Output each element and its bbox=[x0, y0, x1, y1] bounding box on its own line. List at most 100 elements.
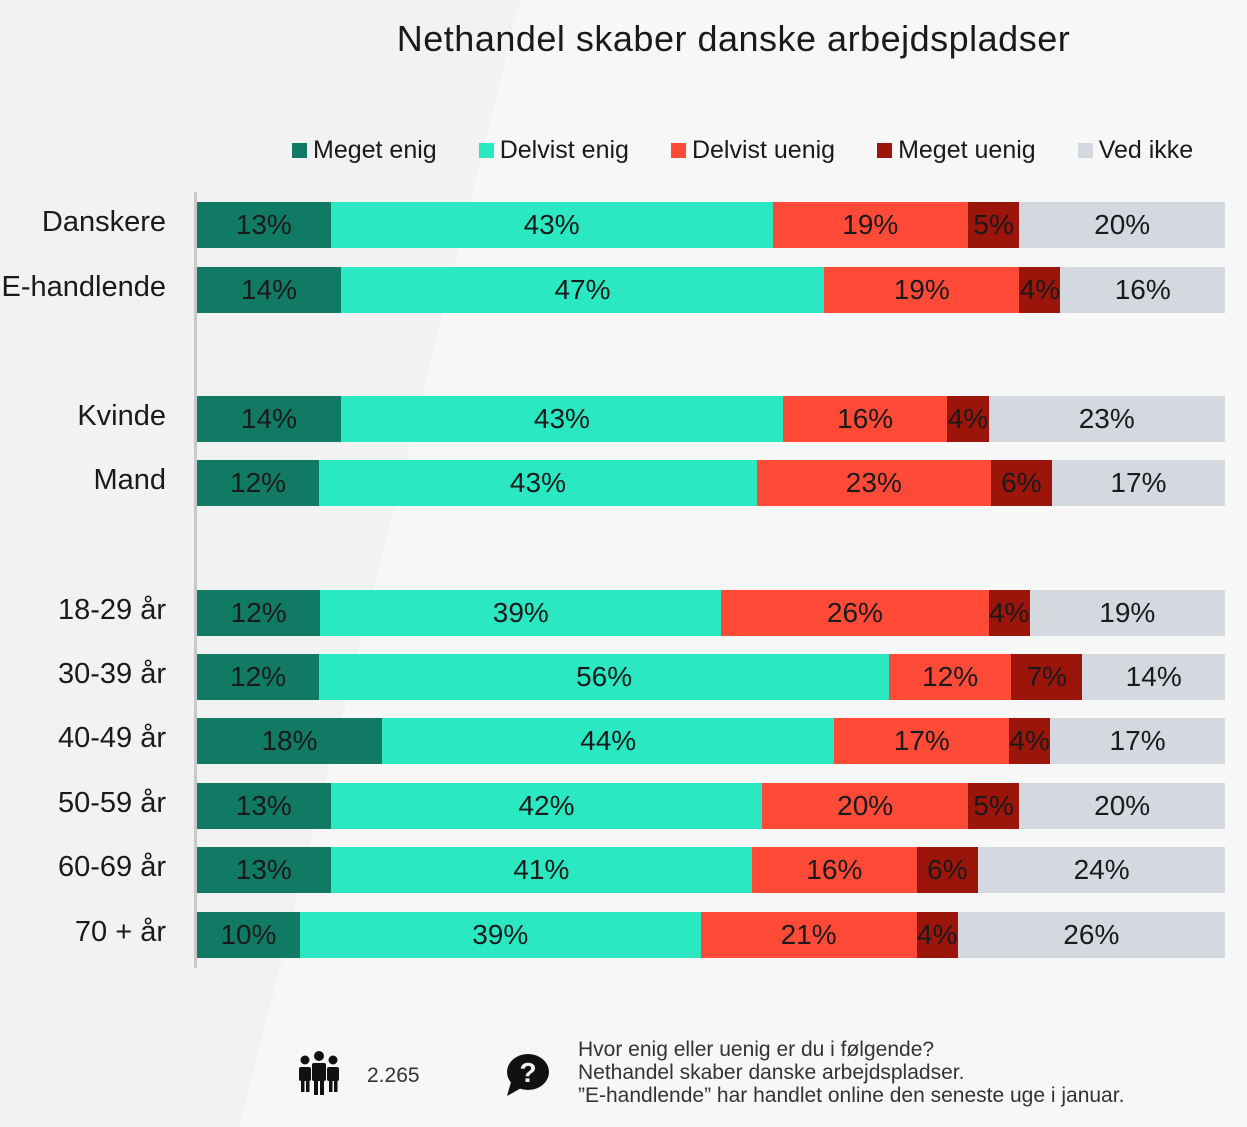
bar-segment: 5% bbox=[967, 783, 1020, 829]
bar-segment: 41% bbox=[330, 847, 753, 893]
data-label: 24% bbox=[1073, 854, 1130, 885]
bar-segment: 19% bbox=[1029, 590, 1225, 636]
bar-segment: 39% bbox=[299, 912, 701, 958]
data-label: 20% bbox=[1094, 209, 1151, 240]
bar-segment: 7% bbox=[1011, 654, 1083, 700]
bar-segment: 16% bbox=[752, 847, 917, 893]
question-line-3: ”E-handlende” har handlet online den sen… bbox=[578, 1084, 1125, 1107]
data-label: 14% bbox=[1125, 661, 1182, 692]
bar-segment: 14% bbox=[197, 396, 341, 442]
legend-label: Delvist uenig bbox=[691, 135, 836, 164]
data-label: 26% bbox=[826, 597, 883, 628]
legend-label: Meget uenig bbox=[898, 135, 1036, 164]
bar-segment: 13% bbox=[197, 847, 331, 893]
data-label: 6% bbox=[927, 854, 968, 885]
question-text: Hvor enig eller uenig er du i følgende? … bbox=[578, 1038, 1124, 1107]
bar-segment: 17% bbox=[1050, 718, 1225, 764]
bar-segment: 26% bbox=[721, 590, 989, 636]
bar-segment: 56% bbox=[319, 654, 890, 700]
bar-segment: 23% bbox=[756, 460, 991, 506]
data-label: 17% bbox=[1109, 725, 1166, 756]
bar-segment: 4% bbox=[947, 396, 989, 442]
data-label: 39% bbox=[472, 919, 529, 950]
bar-segment: 13% bbox=[197, 202, 331, 248]
category-label: Danskere bbox=[41, 206, 166, 238]
data-label: 4% bbox=[1019, 274, 1061, 305]
bar-segment: 12% bbox=[197, 590, 321, 636]
stacked-bar-row: 10% 39% 21% 4% 26% bbox=[197, 912, 1225, 958]
bar-segment: 16% bbox=[782, 396, 948, 442]
data-label: 4% bbox=[916, 919, 958, 950]
data-label: 4% bbox=[1009, 725, 1050, 756]
category-label: 18-29 år bbox=[57, 594, 166, 626]
bar-segment: 5% bbox=[967, 202, 1020, 248]
category-label: 40-49 år bbox=[57, 722, 166, 754]
data-label: 16% bbox=[1114, 274, 1171, 305]
data-label: 47% bbox=[554, 274, 611, 305]
data-label: 6% bbox=[1001, 467, 1042, 498]
legend-label: Delvist enig bbox=[499, 135, 629, 164]
bar-segment: 20% bbox=[1019, 783, 1225, 829]
chart-title: Nethandel skaber danske arbejdspladser bbox=[396, 18, 1071, 59]
bar-segment: 26% bbox=[957, 912, 1225, 958]
stacked-bar-row: 13% 41% 16% 6% 24% bbox=[197, 847, 1225, 893]
data-label: 19% bbox=[1099, 597, 1156, 628]
question-line-1: Hvor enig eller uenig er du i følgende? bbox=[578, 1038, 935, 1061]
chart-legend: Meget enig Delvist enig Delvist uenig Meget… bbox=[292, 134, 1193, 166]
data-label: 26% bbox=[1063, 919, 1120, 950]
data-label: 4% bbox=[947, 403, 989, 434]
stacked-bar-row: 13% 43% 19% 5% 20% bbox=[197, 202, 1225, 248]
legend-item: Delvist enig bbox=[478, 135, 629, 165]
question-bubble-icon: ? bbox=[507, 1054, 549, 1096]
bar-segment: 4% bbox=[1009, 718, 1051, 764]
data-label: 14% bbox=[240, 274, 297, 305]
stacked-bar-row: 12% 43% 23% 6% 17% bbox=[197, 460, 1225, 506]
stacked-bar-row: 18% 44% 17% 4% 17% bbox=[197, 718, 1225, 764]
question-line-2: Nethandel skaber danske arbejdspladser. bbox=[578, 1061, 965, 1084]
category-label: 30-39 år bbox=[57, 658, 166, 690]
legend-label: Ved ikke bbox=[1098, 135, 1194, 164]
bar-segment: 18% bbox=[197, 718, 383, 764]
data-label: 5% bbox=[973, 790, 1014, 821]
bar-segment: 6% bbox=[990, 460, 1052, 506]
legend-item: Delvist uenig bbox=[670, 135, 836, 165]
bar-segment: 47% bbox=[340, 267, 825, 313]
data-label: 12% bbox=[230, 597, 287, 628]
data-label: 13% bbox=[235, 790, 292, 821]
bar-segment: 43% bbox=[319, 460, 757, 506]
data-label: 17% bbox=[893, 725, 950, 756]
data-label: 13% bbox=[235, 854, 292, 885]
category-label: 50-59 år bbox=[57, 787, 166, 819]
category-axis-line bbox=[194, 192, 197, 968]
data-label: 13% bbox=[235, 209, 292, 240]
bar-segment: 23% bbox=[988, 396, 1225, 442]
bar-segment: 24% bbox=[978, 847, 1225, 893]
data-label: 43% bbox=[523, 209, 580, 240]
data-label: 44% bbox=[580, 725, 637, 756]
legend-item: Meget uenig bbox=[877, 136, 1036, 165]
bar-segment: 20% bbox=[762, 783, 968, 829]
stacked-bar-row: 12% 56% 12% 7% 14% bbox=[197, 654, 1225, 700]
stacked-bar-row: 13% 42% 20% 5% 20% bbox=[197, 783, 1225, 829]
category-label: 60-69 år bbox=[57, 851, 166, 883]
data-label: 12% bbox=[922, 661, 979, 692]
bar-segment: 44% bbox=[382, 718, 835, 764]
respondent-count: 2.265 bbox=[367, 1064, 420, 1087]
bar-segment: 17% bbox=[834, 718, 1010, 764]
bar-segment: 10% bbox=[197, 912, 300, 958]
data-label: 19% bbox=[842, 209, 899, 240]
bar-segment: 21% bbox=[700, 912, 917, 958]
data-label: 42% bbox=[518, 790, 575, 821]
data-label: 16% bbox=[806, 854, 863, 885]
bar-segment: 20% bbox=[1019, 202, 1225, 248]
bar-segment: 14% bbox=[197, 267, 341, 313]
bar-segment: 16% bbox=[1060, 267, 1225, 313]
data-label: 12% bbox=[230, 661, 287, 692]
bar-segment: 17% bbox=[1051, 460, 1225, 506]
stacked-bar-row: 14% 43% 16% 4% 23% bbox=[197, 396, 1225, 442]
legend-swatch bbox=[670, 142, 686, 158]
bar-segment: 14% bbox=[1082, 654, 1225, 700]
category-label: Kvinde bbox=[77, 400, 166, 432]
legend-swatch bbox=[478, 142, 494, 158]
bar-segment: 4% bbox=[916, 912, 958, 958]
